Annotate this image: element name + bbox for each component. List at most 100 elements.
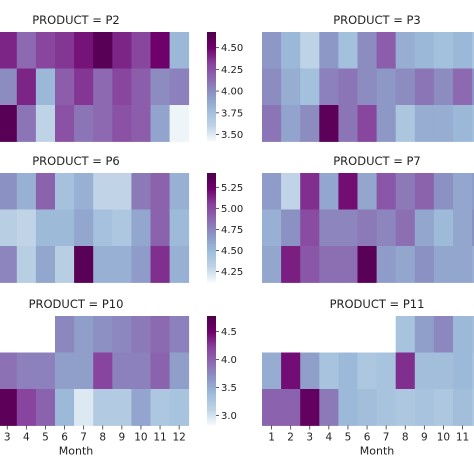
heatmap-cell	[35, 68, 56, 106]
heatmap-cell	[35, 352, 56, 390]
heatmap-cell	[376, 105, 397, 142]
heatmap-cell	[262, 105, 282, 142]
heatmap-cell	[453, 32, 473, 69]
heatmap-cell	[395, 68, 416, 106]
heatmap-cell	[35, 105, 56, 142]
heatmap-cell	[55, 316, 75, 353]
heatmap-cell	[131, 105, 151, 142]
heatmap-cell	[395, 209, 416, 247]
heatmap-cell	[376, 173, 397, 210]
heatmap-cell	[300, 209, 320, 247]
heatmap-cell	[131, 389, 151, 426]
colorbar-tick-label: 4.5	[221, 327, 237, 338]
heatmap-cell	[281, 68, 301, 106]
heatmap-cell	[150, 173, 170, 210]
heatmap-cell	[169, 173, 190, 210]
heatmap-cell	[55, 246, 75, 283]
x-tick-label: 1	[268, 432, 275, 444]
colorbar-tick-label: 5.00	[221, 204, 243, 215]
heatmap-cell	[16, 209, 37, 247]
heatmap-cell	[414, 105, 435, 142]
heatmap-cell	[262, 32, 282, 69]
heatmap-cell	[433, 32, 454, 69]
heatmap-cell	[357, 352, 377, 390]
heatmap-cell	[112, 246, 132, 283]
heatmap-cell	[262, 68, 282, 106]
heatmap-cell	[150, 32, 170, 69]
heatmap-cell	[338, 389, 358, 426]
heatmap-cell	[112, 209, 132, 247]
x-tick-label: 11	[153, 432, 166, 444]
x-tick-label: 6	[61, 432, 68, 444]
heatmap-cell	[35, 246, 56, 283]
x-tick-label: 8	[402, 432, 409, 444]
heatmap-cell	[93, 246, 113, 283]
heatmap-cell	[169, 68, 190, 106]
x-tick-label: 9	[119, 432, 126, 444]
heatmap-cell	[55, 68, 75, 106]
heatmap-cell	[338, 68, 358, 106]
heatmap-cell	[395, 352, 416, 390]
heatmap-cell	[453, 173, 473, 210]
x-tick-label: 11	[456, 432, 469, 444]
heatmap-cell	[281, 209, 301, 247]
heatmap-cell	[16, 68, 37, 106]
heatmap-cell	[395, 173, 416, 210]
heatmap-cell	[74, 246, 94, 283]
panel-title: PRODUCT = P2	[32, 13, 120, 27]
heatmap-cell	[169, 389, 190, 426]
heatmap-cell	[414, 173, 435, 210]
heatmap-cell	[281, 246, 301, 283]
panel-2: PRODUCT = P3	[262, 13, 474, 142]
colorbar-tick-label: 4.25	[221, 267, 243, 278]
heatmap-cell	[281, 105, 301, 142]
heatmap-cell	[0, 32, 18, 69]
heatmap-cell	[150, 209, 170, 247]
heatmap-cell	[150, 105, 170, 142]
x-tick-label: 4	[23, 432, 30, 444]
x-tick-label: 3	[306, 432, 313, 444]
heatmap-cell	[112, 352, 132, 390]
heatmap-cell	[453, 68, 473, 106]
panel-1: PRODUCT = P2 4.50 4.25 4.00 3.75 3.50	[0, 13, 243, 142]
panel-5: PRODUCT = P10 3 4 5 6 7 8 9 10 11 12 Month 4.5 4.0 3.5…	[0, 297, 237, 458]
heatmap-cell	[338, 352, 358, 390]
x-axis-label: Month	[360, 445, 395, 458]
heatmap-cell	[262, 246, 282, 283]
heatmap-cell	[395, 316, 416, 353]
heatmap-cell	[0, 173, 18, 210]
heatmap-cell	[281, 352, 301, 390]
panel-title: PRODUCT = P10	[29, 297, 124, 311]
heatmap-cell	[74, 389, 94, 426]
heatmap-cell	[112, 105, 132, 142]
heatmap-cell	[262, 352, 282, 390]
heatmap-cell	[414, 246, 435, 283]
heatmap-cell	[357, 173, 377, 210]
heatmap-cell	[433, 173, 454, 210]
heatmap-cell	[319, 246, 339, 283]
heatmap-cell	[169, 246, 190, 283]
colorbar-tick-label: 4.0	[221, 355, 237, 366]
heatmap-cell	[55, 173, 75, 210]
heatmap-cell	[112, 389, 132, 426]
heatmap-cell	[281, 32, 301, 69]
heatmap-cell	[281, 173, 301, 210]
heatmap-cell	[376, 209, 397, 247]
x-tick-label: 12	[172, 432, 185, 444]
heatmap-cell	[131, 68, 151, 106]
x-tick-label: 7	[383, 432, 390, 444]
heatmap-cell	[262, 389, 282, 426]
heatmap-cell	[169, 316, 190, 353]
heatmap-cell	[93, 209, 113, 247]
x-tick-label: 10	[437, 432, 450, 444]
heatmap-cell	[472, 246, 474, 283]
heatmap-cell	[16, 352, 37, 390]
heatmap-cell	[376, 389, 397, 426]
colorbar-tick-label: 3.75	[221, 108, 243, 119]
x-tick-label: 9	[421, 432, 428, 444]
heatmap-cell	[319, 32, 339, 69]
heatmap-cell	[131, 352, 151, 390]
heatmap-cell	[16, 389, 37, 426]
heatmap-cell	[0, 68, 18, 106]
panel-title: PRODUCT = P3	[333, 13, 421, 27]
